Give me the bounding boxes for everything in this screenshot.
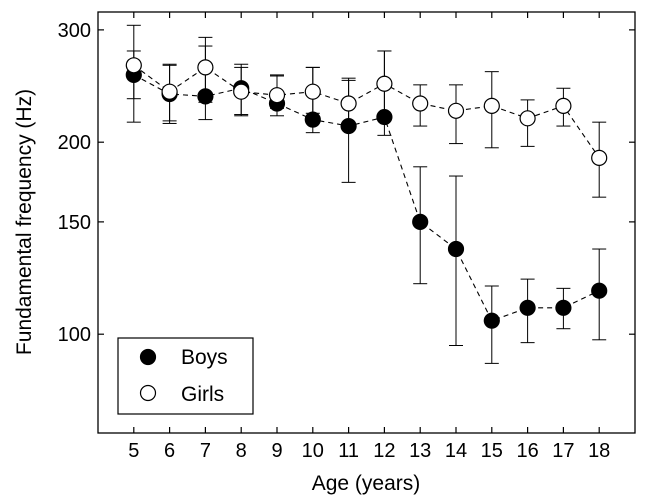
x-axis-label: Age (years) [312,472,421,495]
data-point [591,282,608,299]
x-tick-label: 18 [588,440,610,462]
data-point [161,83,178,100]
data-point [555,299,572,316]
x-tick-label: 11 [338,440,359,462]
x-tick-label: 15 [481,440,503,462]
legend-marker-boys [139,348,157,366]
data-point [447,102,465,119]
x-tick-label: 13 [409,440,431,462]
y-tick-label: 150 [58,212,91,234]
data-point [268,87,286,104]
data-point [125,57,142,74]
x-tick-label: 9 [271,440,282,462]
data-point [304,83,321,100]
data-point [519,110,536,127]
x-tick-label: 16 [516,440,538,462]
data-point [304,111,321,128]
legend-label-girls: Girls [181,383,224,406]
data-point [376,75,393,92]
plot-frame [97,11,636,434]
data-point [591,149,608,166]
x-tick-label: 8 [236,440,247,462]
series-girls [125,36,608,198]
series-boys [125,24,608,364]
x-tick-label: 17 [552,440,574,462]
data-point [412,95,429,112]
x-tick-label: 12 [373,440,395,462]
x-tick-label: 5 [128,440,139,462]
data-point [340,95,357,112]
data-point [447,240,465,258]
y-tick-label: 200 [58,132,91,154]
x-tick-label: 6 [164,440,175,462]
x-tick-label: 14 [445,440,467,462]
y-axis-label: Fundamental frequency (Hz) [13,89,36,355]
data-point [412,213,429,230]
data-point [555,97,572,114]
data-point [519,299,536,316]
legend-box [117,337,254,415]
data-point [483,97,500,114]
axis-ticks: 5 6 7 8 9 10 11 12 13 14 15 16 17 18 100 150 200 300 [58,12,635,462]
x-tick-label: 10 [302,440,324,462]
legend-label-boys: Boys [181,346,228,369]
data-point [197,59,214,76]
data-point [483,312,500,329]
legend: Boys Girls [117,337,254,415]
y-tick-label: 100 [58,324,91,346]
data-point [233,83,250,100]
legend-marker-girls [139,384,157,402]
series-layer [125,24,608,364]
x-tick-label: 7 [200,440,211,462]
y-tick-label: 300 [58,20,91,42]
